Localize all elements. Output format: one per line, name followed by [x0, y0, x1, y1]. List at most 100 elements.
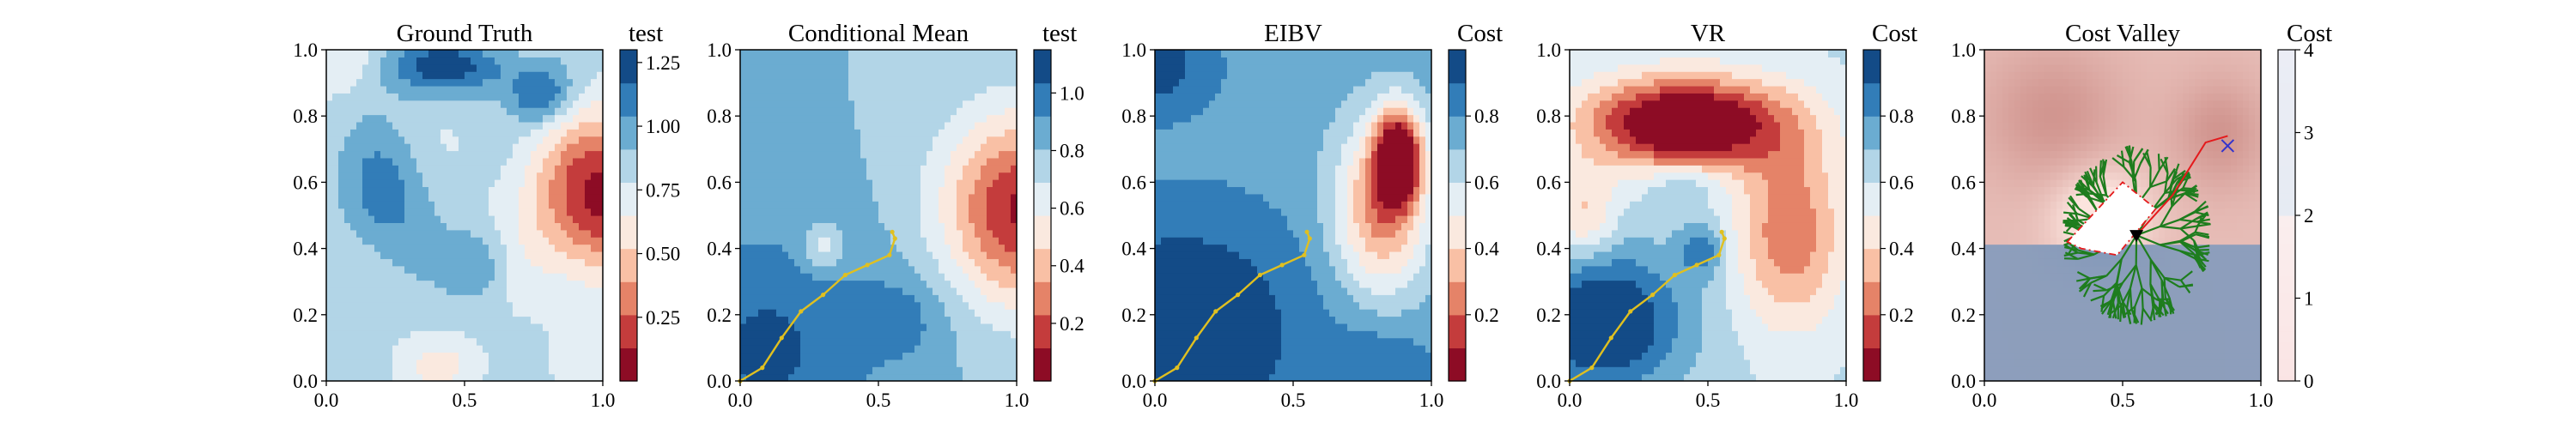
heatmap-cell — [543, 85, 550, 94]
y-tick-label: 1.0 — [293, 39, 318, 61]
heatmap-cell — [987, 63, 993, 72]
heatmap-cell — [362, 309, 369, 317]
heatmap-cell — [920, 229, 927, 238]
heatmap-cell — [513, 229, 519, 238]
heatmap-cell — [740, 265, 747, 274]
heatmap-cell — [489, 323, 495, 331]
colorbar-segment — [620, 50, 637, 84]
heatmap-cell — [428, 265, 435, 274]
heatmap-cell — [920, 71, 927, 80]
heatmap-cell — [746, 229, 753, 238]
heatmap-cell — [453, 229, 459, 238]
heatmap-cell — [1155, 294, 1162, 303]
heatmap-cell — [957, 172, 963, 180]
heatmap-cell — [854, 63, 861, 72]
heatmap-cell — [1179, 244, 1186, 252]
heatmap-cell — [740, 345, 747, 353]
heatmap-cell — [1179, 373, 1186, 381]
heatmap-cell — [543, 208, 550, 216]
heatmap-cell — [746, 222, 753, 231]
heatmap-cell — [477, 251, 483, 259]
heatmap-cell — [465, 316, 471, 324]
heatmap-cell — [1221, 179, 1228, 188]
heatmap-cell — [860, 244, 867, 252]
heatmap-cell — [561, 337, 568, 346]
heatmap-cell — [981, 201, 987, 209]
heatmap-cell — [896, 280, 903, 288]
heatmap-cell — [1221, 316, 1228, 324]
heatmap-cell — [788, 287, 795, 295]
heatmap-cell — [1203, 309, 1210, 317]
heatmap-cell — [860, 78, 867, 87]
heatmap-cell — [459, 323, 465, 331]
heatmap-cell — [890, 63, 897, 72]
heatmap-cell — [525, 301, 532, 310]
heatmap-cell — [1215, 244, 1222, 252]
heatmap-cell — [908, 301, 915, 310]
heatmap-cell — [350, 114, 357, 123]
heatmap-cell — [951, 244, 957, 252]
heatmap-cell — [338, 172, 345, 180]
heatmap-cell — [770, 273, 777, 281]
heatmap-cell — [872, 57, 879, 65]
heatmap-cell — [951, 165, 957, 173]
heatmap-cell — [896, 93, 903, 101]
heatmap-cell — [836, 57, 843, 65]
heatmap-cell — [483, 316, 489, 324]
heatmap-cell — [752, 50, 759, 57]
heatmap-cell — [782, 229, 789, 238]
heatmap-cell — [338, 323, 345, 331]
heatmap-cell — [434, 316, 441, 324]
heatmap-cell — [416, 222, 423, 231]
heatmap-cell — [1155, 157, 1162, 166]
heatmap-cell — [969, 165, 975, 173]
heatmap-cell — [537, 251, 544, 259]
heatmap-cell — [824, 280, 831, 288]
heatmap-cell — [573, 186, 580, 195]
heatmap-cell — [338, 85, 345, 94]
heatmap-cell — [914, 143, 921, 152]
heatmap-cell — [525, 330, 532, 339]
heatmap-cell — [764, 186, 771, 195]
heatmap-cell — [374, 57, 381, 65]
heatmap-cell — [398, 265, 405, 274]
heatmap-cell — [902, 93, 909, 101]
heatmap-cell — [440, 136, 447, 144]
heatmap-cell — [525, 287, 532, 295]
heatmap-cell — [788, 258, 795, 267]
heatmap-cell — [1209, 373, 1216, 381]
heatmap-cell — [428, 121, 435, 130]
heatmap-cell — [513, 294, 519, 303]
heatmap-cell — [585, 316, 592, 324]
heatmap-cell — [1203, 323, 1210, 331]
heatmap-cell — [999, 366, 1005, 375]
heatmap-cell — [380, 359, 387, 367]
heatmap-cell — [752, 265, 759, 274]
heatmap-cell — [459, 222, 465, 231]
heatmap-cell — [531, 280, 538, 288]
heatmap-cell — [326, 186, 333, 195]
heatmap-cell — [549, 316, 556, 324]
heatmap-cell — [326, 287, 333, 295]
heatmap-cell — [434, 193, 441, 202]
heatmap-cell — [531, 309, 538, 317]
heatmap-cell — [975, 157, 981, 166]
heatmap-cell — [945, 265, 951, 274]
heatmap-cell — [440, 251, 447, 259]
heatmap-cell — [489, 273, 495, 281]
heatmap-cell — [428, 57, 435, 65]
heatmap-cell — [975, 222, 981, 231]
heatmap-cell — [422, 294, 429, 303]
heatmap-cell — [513, 121, 519, 130]
heatmap-cell — [428, 244, 435, 252]
heatmap-cell — [591, 100, 598, 108]
heatmap-cell — [404, 50, 411, 57]
heatmap-cell — [501, 229, 507, 238]
heatmap-cell — [848, 330, 855, 339]
heatmap-cell — [812, 373, 819, 381]
heatmap-cell — [1155, 186, 1162, 195]
heatmap-cell — [1197, 114, 1204, 123]
heatmap-cell — [824, 215, 831, 223]
heatmap-cell — [1011, 244, 1017, 252]
heatmap-cell — [770, 93, 777, 101]
